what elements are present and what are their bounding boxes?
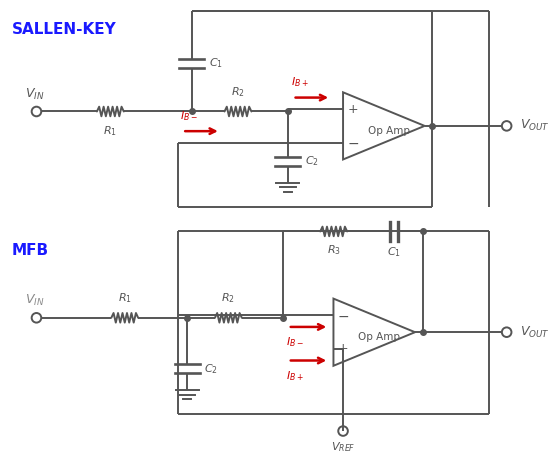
Text: MFB: MFB bbox=[12, 243, 48, 258]
Text: $C_2$: $C_2$ bbox=[305, 155, 319, 168]
Text: $I_{B-}$: $I_{B-}$ bbox=[180, 109, 198, 122]
Text: $C_1$: $C_1$ bbox=[387, 245, 401, 259]
Text: $R_1$: $R_1$ bbox=[103, 124, 117, 138]
Text: $R_1$: $R_1$ bbox=[118, 292, 132, 305]
Text: $V_{IN}$: $V_{IN}$ bbox=[25, 293, 44, 308]
Text: +: + bbox=[338, 343, 348, 355]
Text: $V_{REF}$: $V_{REF}$ bbox=[331, 440, 355, 455]
Text: $V_{IN}$: $V_{IN}$ bbox=[25, 87, 44, 102]
Text: $R_2$: $R_2$ bbox=[231, 85, 245, 99]
Text: $I_{B+}$: $I_{B+}$ bbox=[291, 75, 309, 89]
Text: $I_{B-}$: $I_{B-}$ bbox=[286, 335, 304, 349]
Text: $I_{B+}$: $I_{B+}$ bbox=[286, 369, 304, 383]
Text: $C_2$: $C_2$ bbox=[205, 362, 218, 375]
Text: $V_{OUT}$: $V_{OUT}$ bbox=[520, 325, 550, 340]
Text: Op Amp: Op Amp bbox=[367, 126, 410, 136]
Text: $C_1$: $C_1$ bbox=[209, 56, 223, 71]
Text: $V_{OUT}$: $V_{OUT}$ bbox=[520, 118, 550, 133]
Text: $-$: $-$ bbox=[346, 136, 359, 150]
Text: $R_3$: $R_3$ bbox=[327, 243, 340, 257]
Text: +: + bbox=[348, 102, 358, 116]
Text: Op Amp: Op Amp bbox=[358, 332, 400, 342]
Text: SALLEN-KEY: SALLEN-KEY bbox=[12, 22, 116, 37]
Text: $-$: $-$ bbox=[337, 308, 349, 323]
Text: $R_2$: $R_2$ bbox=[222, 292, 235, 305]
